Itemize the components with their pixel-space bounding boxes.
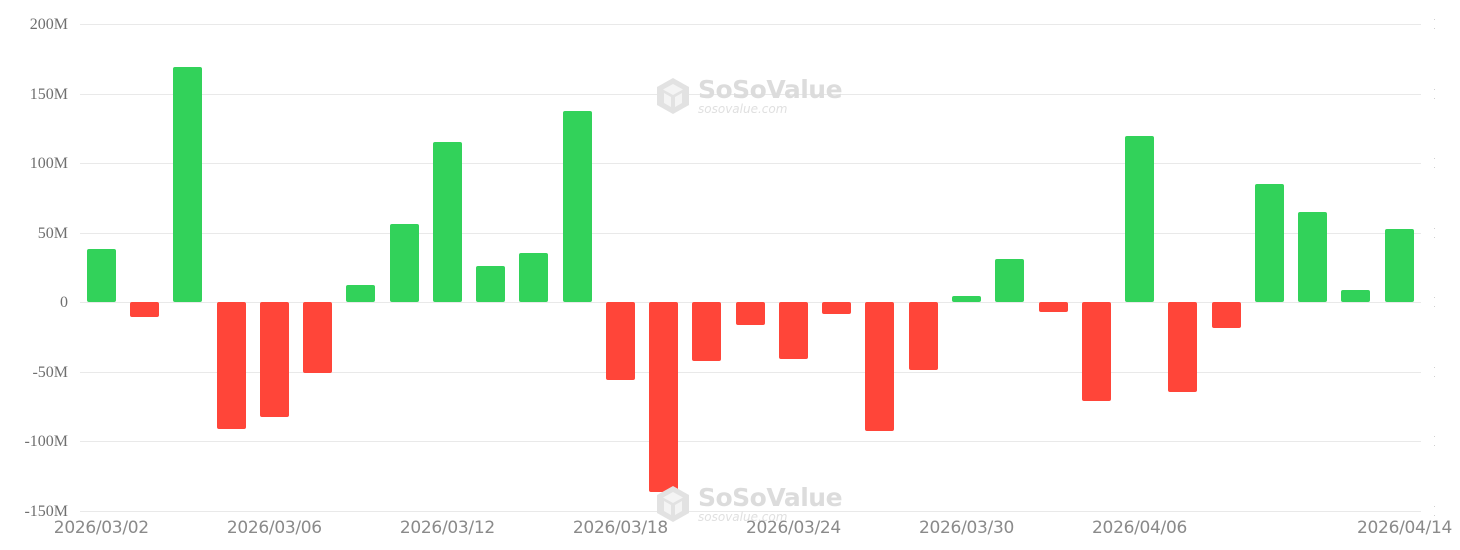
gridline	[80, 24, 1421, 25]
right-tick-mark	[1434, 306, 1435, 308]
bar-2026/04/10[interactable]	[1298, 212, 1328, 303]
bar-2026/03/06[interactable]	[259, 302, 289, 418]
sosovalue-logo-icon	[657, 78, 689, 114]
bar-2026/03/09[interactable]	[303, 302, 333, 374]
right-tick-mark	[1434, 375, 1435, 377]
bar-2026/04/14[interactable]	[1384, 228, 1414, 303]
x-tick-label: 2026/04/06	[1092, 518, 1188, 538]
gridline	[80, 372, 1421, 373]
bar-2026/04/01[interactable]	[1038, 302, 1068, 313]
bar-2026/03/27[interactable]	[908, 302, 938, 370]
bar-2026/04/02[interactable]	[1081, 302, 1111, 402]
bar-2026/03/30[interactable]	[952, 295, 981, 303]
x-tick-label: 2026/03/30	[919, 518, 1014, 538]
watermark-top: SoSoValue sosovalue.com	[656, 75, 843, 116]
right-tick-mark	[1434, 97, 1435, 99]
watermark-brand: SoSoValue	[698, 75, 843, 104]
bar-2026/03/10[interactable]	[346, 285, 376, 303]
bar-2026/03/18[interactable]	[605, 302, 635, 380]
y-tick-label: 100M	[29, 155, 68, 173]
right-tick-mark	[1434, 227, 1435, 229]
bar-2026/03/26[interactable]	[865, 302, 895, 432]
gridline	[80, 441, 1421, 442]
gridline	[80, 511, 1421, 512]
bar-2026/03/11[interactable]	[389, 223, 419, 303]
right-tick-mark	[1434, 236, 1435, 238]
right-tick-mark	[1434, 88, 1435, 90]
gridline	[80, 163, 1421, 164]
bar-2026/04/09[interactable]	[1254, 184, 1284, 303]
y-tick-label: -150M	[24, 503, 68, 520]
watermark-url: sosovalue.com	[698, 102, 788, 116]
right-tick-mark	[1434, 445, 1435, 447]
bar-2026/03/17[interactable]	[562, 110, 592, 303]
right-tick-mark	[1434, 436, 1435, 438]
bar-2026/03/25[interactable]	[822, 302, 852, 314]
bar-2026/03/05[interactable]	[216, 302, 246, 429]
x-tick-label: 2026/04/14	[1357, 518, 1452, 538]
right-tick-mark	[1434, 366, 1435, 368]
x-tick-label: 2026/03/12	[399, 518, 495, 538]
x-tick-label: 2026/03/18	[572, 518, 668, 538]
bar-2026/03/16[interactable]	[519, 252, 549, 303]
right-tick-mark	[1434, 515, 1435, 516]
bar-2026/04/13[interactable]	[1341, 290, 1371, 303]
bar-2026/03/20[interactable]	[692, 302, 722, 361]
bar-2026/03/04[interactable]	[173, 67, 203, 303]
bar-2026/03/24[interactable]	[778, 302, 808, 360]
x-tick-label: 2026/03/02	[53, 518, 149, 538]
gridline	[80, 233, 1421, 234]
bar-2026/04/07[interactable]	[1168, 302, 1198, 393]
y-tick-label: 150M	[29, 85, 68, 103]
bar-2026/03/02[interactable]	[86, 249, 116, 303]
bar-2026/03/13[interactable]	[476, 266, 506, 303]
x-tick-label: 2026/03/24	[745, 518, 841, 538]
right-tick-mark	[1434, 167, 1435, 169]
bar-2026/04/08[interactable]	[1211, 302, 1241, 328]
gridline	[80, 94, 1421, 95]
right-tick-mark	[1434, 158, 1435, 160]
y-tick-label: -100M	[24, 433, 68, 451]
right-tick-mark	[1434, 506, 1435, 507]
bar-2026/03/12[interactable]	[432, 142, 462, 303]
bar-2026/04/06[interactable]	[1125, 135, 1155, 303]
y-tick-label: 50M	[37, 224, 68, 242]
watermark-brand: SoSoValue	[698, 483, 843, 512]
bar-2026/03/03[interactable]	[130, 302, 160, 318]
y-tick-label: 200M	[29, 16, 68, 33]
bar-2026/03/19[interactable]	[649, 302, 679, 492]
y-tick-label: -50M	[32, 363, 68, 381]
right-tick-mark	[1434, 297, 1435, 299]
x-tick-label: 2026/03/06	[226, 518, 322, 538]
bar-2026/03/31[interactable]	[995, 259, 1025, 303]
bar-2026/03/23[interactable]	[735, 302, 765, 325]
right-tick-mark	[1434, 28, 1435, 29]
y-tick-label: 0	[60, 294, 68, 312]
right-tick-mark	[1434, 19, 1435, 20]
